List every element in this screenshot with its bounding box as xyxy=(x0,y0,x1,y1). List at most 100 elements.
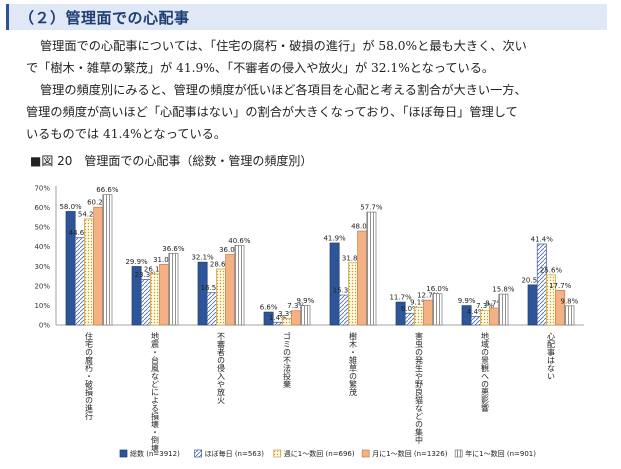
bar xyxy=(291,310,302,326)
category-label: 不審者の侵入や放火 xyxy=(217,332,226,404)
data-label: 15.3% xyxy=(333,287,356,295)
bar xyxy=(329,242,340,326)
bar xyxy=(470,316,481,326)
bar xyxy=(206,292,217,326)
data-label: 17.7% xyxy=(549,282,572,290)
data-label: 36.6% xyxy=(162,245,185,253)
data-label: 31.8% xyxy=(342,254,365,262)
data-label: 20.5% xyxy=(521,276,544,284)
bar xyxy=(84,218,94,326)
data-label: 9.8% xyxy=(561,297,579,305)
bar xyxy=(150,273,160,326)
data-label: 9.9% xyxy=(458,297,476,305)
y-tick-label: 30% xyxy=(34,263,50,271)
section-header: （２）管理面での心配事 xyxy=(6,4,607,30)
data-label: 40.6% xyxy=(228,237,251,245)
paragraph-line-4: 管理の頻度が高いほど「心配事はない」の割合が大きくなっており、「ほぼ毎日」管理し… xyxy=(26,105,518,119)
y-tick-label: 0% xyxy=(39,322,50,330)
data-label: 7.3% xyxy=(476,302,494,310)
figure-caption: ■図 20 管理面での心配事（総数・管理の頻度別） xyxy=(30,154,313,168)
paragraph-line-1: 管理面での心配事については、「住宅の腐朽・破損の進行」が 58.0%と最も大きく… xyxy=(40,39,527,53)
y-tick-label: 60% xyxy=(34,204,50,212)
legend-label: 週に1～数回 (n=696) xyxy=(284,449,355,458)
category-label: 地震・台風などによる損壊・倒壊 xyxy=(151,331,160,453)
bar xyxy=(74,237,85,326)
bar xyxy=(423,299,434,326)
data-label: 66.6% xyxy=(96,186,119,194)
data-label: 12.7% xyxy=(417,292,440,300)
y-tick-label: 50% xyxy=(34,224,50,232)
legend-label: 総数 (n=3912) xyxy=(130,449,180,458)
data-label: 41.4% xyxy=(531,235,554,243)
data-label: 58.0% xyxy=(59,203,82,211)
bar xyxy=(272,321,283,326)
bar xyxy=(461,305,472,326)
bar xyxy=(216,268,226,326)
bar xyxy=(432,293,443,326)
data-label: 3.3% xyxy=(278,310,296,318)
legend-swatch xyxy=(194,449,202,458)
data-label: 48.0% xyxy=(351,223,374,231)
legend-swatch xyxy=(273,449,282,458)
bar xyxy=(480,310,490,326)
bar xyxy=(140,279,151,326)
legend-label: 年に1～数回 (n=901) xyxy=(465,449,536,458)
bar xyxy=(197,261,208,326)
data-label: 15.8% xyxy=(492,286,515,294)
data-label: 41.9% xyxy=(323,234,346,242)
data-label: 6.0% xyxy=(401,305,419,313)
legend-label: 月に1～数回 (n=1326) xyxy=(372,449,448,458)
bar xyxy=(414,306,424,326)
bar xyxy=(93,206,104,326)
bar xyxy=(555,290,566,326)
legend-swatch xyxy=(454,449,463,458)
paragraph-line-5: いるものでは 41.4%となっている。 xyxy=(26,127,227,141)
data-label: 6.6% xyxy=(260,304,278,312)
y-tick-label: 70% xyxy=(34,185,50,193)
data-label: 60.2% xyxy=(87,199,110,207)
data-label: 26.1% xyxy=(144,265,167,273)
data-label: 36.0% xyxy=(219,246,242,254)
bar xyxy=(404,312,415,326)
data-label: 1.4% xyxy=(269,314,287,322)
bar xyxy=(489,307,500,326)
data-label: 23.3% xyxy=(135,271,158,279)
bar xyxy=(159,263,170,326)
bar xyxy=(498,293,509,326)
data-label: 16.0% xyxy=(426,285,449,293)
data-label: 9.9% xyxy=(297,297,315,305)
bar xyxy=(338,294,349,326)
y-tick-label: 20% xyxy=(34,282,50,290)
bar xyxy=(102,194,113,326)
bar xyxy=(225,254,236,326)
category-label: 地域の景観への悪影響 xyxy=(481,331,490,413)
bar xyxy=(536,243,547,326)
y-tick-label: 10% xyxy=(34,302,50,310)
bar xyxy=(564,305,575,326)
data-label: 44.6% xyxy=(69,229,92,237)
legend-swatch xyxy=(361,449,370,458)
bar xyxy=(263,311,274,326)
paragraph-line-2: で「樹木・雑草の繁茂」が 41.9%、「不審者の侵入や放火」が 32.1%となっ… xyxy=(26,61,495,75)
data-label: 54.2% xyxy=(78,210,101,218)
bar xyxy=(348,262,358,326)
legend-label: ほぼ毎日 (n=563) xyxy=(205,449,265,458)
data-label: 25.6% xyxy=(540,266,563,274)
data-label: 9.1% xyxy=(410,299,428,307)
data-label: 7.3% xyxy=(287,302,305,310)
y-tick-label: 40% xyxy=(34,243,50,251)
data-label: 57.7% xyxy=(360,204,383,212)
bar xyxy=(234,245,245,326)
data-label: 4.4% xyxy=(467,308,485,316)
bar xyxy=(282,318,292,326)
bar xyxy=(366,211,377,326)
category-label: 住宅の腐朽・破損の進行 xyxy=(85,331,94,421)
bar xyxy=(357,230,368,326)
section-heading: （２）管理面での心配事 xyxy=(19,9,190,27)
data-label: 28.6% xyxy=(210,261,233,269)
category-label: 害虫の発生や野良猫などの集中 xyxy=(415,331,424,445)
data-label: 11.7% xyxy=(389,294,412,302)
data-label: 8.7% xyxy=(485,299,503,307)
paragraph-line-3: 管理の頻度別にみると、管理の頻度が低いほど各項目を心配と考える割合が大きい一方、 xyxy=(40,83,527,97)
